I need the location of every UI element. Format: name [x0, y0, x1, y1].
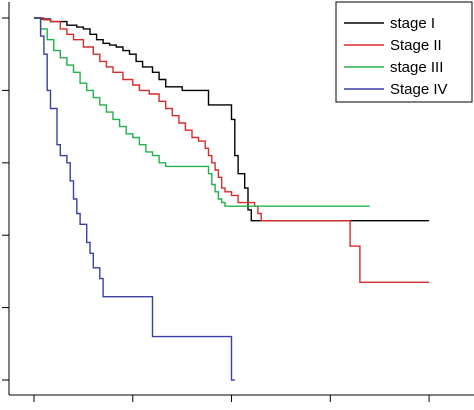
x-ticks [33, 395, 430, 402]
series-line-stage-i [34, 17, 430, 222]
legend-item: stage I [344, 15, 435, 32]
legend-label: Stage IV [390, 81, 448, 98]
legend-label: stage III [390, 59, 443, 76]
legend-label: Stage II [390, 37, 442, 54]
legend-box [335, 1, 473, 103]
legend-item: Stage II [344, 37, 442, 54]
legend-item: stage III [344, 59, 443, 76]
legend-items: stage I Stage II stage III Stage IV [344, 15, 448, 98]
series-line-stage-iv [34, 17, 235, 381]
legend-label: stage I [390, 15, 435, 32]
series-lines [34, 17, 430, 381]
series-line-stage-iii [34, 17, 370, 207]
y-ticks [2, 17, 9, 381]
legend-item: Stage IV [344, 81, 448, 98]
axes [2, 2, 474, 402]
series-line-stage-ii [34, 17, 430, 283]
legend: stage I Stage II stage III Stage IV [335, 1, 473, 103]
